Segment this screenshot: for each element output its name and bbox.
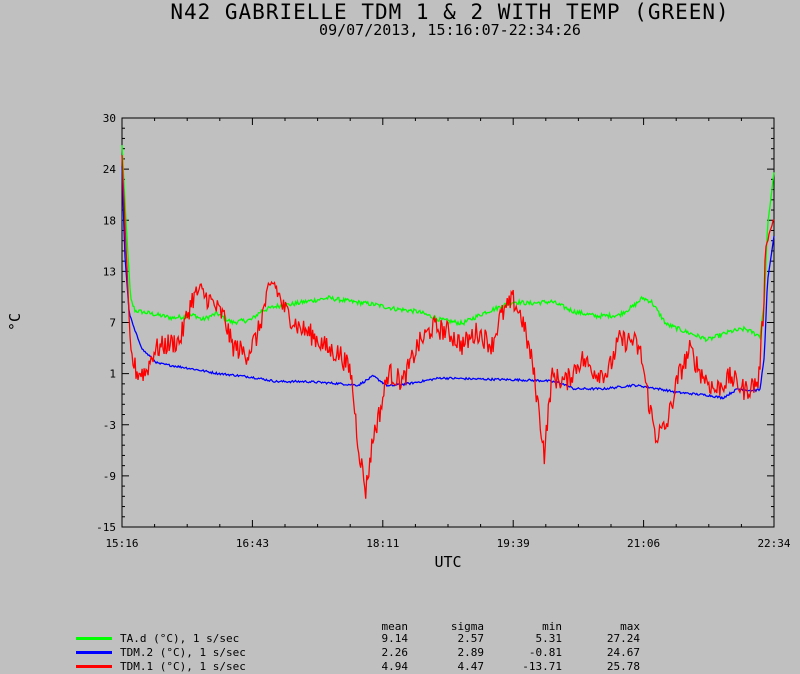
legend-label: TDM.1 (°C), 1 s/sec — [120, 660, 246, 673]
chart-subtitle: 09/07/2013, 15:16:07-22:34:26 — [319, 21, 581, 39]
x-tick-label: 18:11 — [366, 537, 399, 550]
legend-stat-value: 27.24 — [606, 632, 640, 645]
series-line — [121, 155, 775, 499]
legend-stat-value: -13.71 — [522, 660, 562, 673]
y-tick-label: 30 — [103, 112, 116, 125]
y-tick-label: 13 — [103, 265, 116, 278]
legend-stat-value: 4.94 — [381, 660, 409, 673]
x-tick-label: 16:43 — [236, 537, 269, 550]
x-tick-label: 15:16 — [105, 537, 138, 550]
legend-stat-value: 24.67 — [606, 646, 640, 659]
legend-stat-value: 4.47 — [457, 660, 485, 673]
y-tick-label: 24 — [103, 163, 117, 176]
legend-stat-value: 2.26 — [381, 646, 409, 659]
legend-stat-value: 2.89 — [457, 646, 485, 659]
legend-stat-value: 5.31 — [535, 632, 563, 645]
chart-title: N42 GABRIELLE TDM 1 & 2 WITH TEMP (GREEN… — [170, 0, 730, 24]
y-tick-label: 18 — [103, 214, 116, 227]
legend-stat-value: 2.57 — [457, 632, 485, 645]
legend-stat-value: -0.81 — [528, 646, 562, 659]
legend-swatch — [76, 637, 112, 640]
legend-swatch — [76, 651, 112, 654]
stats-column-header: max — [620, 620, 640, 633]
x-tick-label: 22:34 — [757, 537, 790, 550]
x-tick-label: 21:06 — [627, 537, 660, 550]
series-line — [121, 145, 775, 343]
legend-item: TDM.2 (°C), 1 s/sec 2.26 2.89 -0.81 24.67 — [76, 646, 676, 660]
stats-column-header: sigma — [450, 620, 484, 633]
stats-column-header: mean — [381, 620, 409, 633]
y-tick-label: 1 — [109, 368, 116, 381]
y-axis-label: °C — [6, 313, 24, 331]
legend-stat-value: 9.14 — [381, 632, 409, 645]
legend-stat-value: 25.78 — [606, 660, 640, 673]
legend-item: TDM.1 (°C), 1 s/sec 4.94 4.47 -13.71 25.78 — [76, 660, 676, 674]
x-axis-label: UTC — [434, 553, 461, 571]
x-tick-label: 19:39 — [497, 537, 530, 550]
series-lines — [121, 145, 775, 499]
legend-label: TA.d (°C), 1 s/sec — [120, 632, 240, 645]
y-tick-label: -3 — [103, 419, 116, 432]
stats-column-header: min — [542, 620, 562, 633]
legend-label: TDM.2 (°C), 1 s/sec — [120, 646, 246, 659]
series-line — [121, 166, 775, 400]
y-tick-label: 7 — [109, 317, 116, 330]
legend-swatch — [76, 665, 112, 668]
legend-item: TA.d (°C), 1 s/sec 9.14 2.57 5.31 27.24 — [76, 632, 676, 646]
y-tick-label: -9 — [103, 470, 116, 483]
y-tick-label: -15 — [96, 521, 116, 534]
x-axis: 15:16 16:43 18:11 19:39 21:06 22:34 — [105, 118, 791, 550]
